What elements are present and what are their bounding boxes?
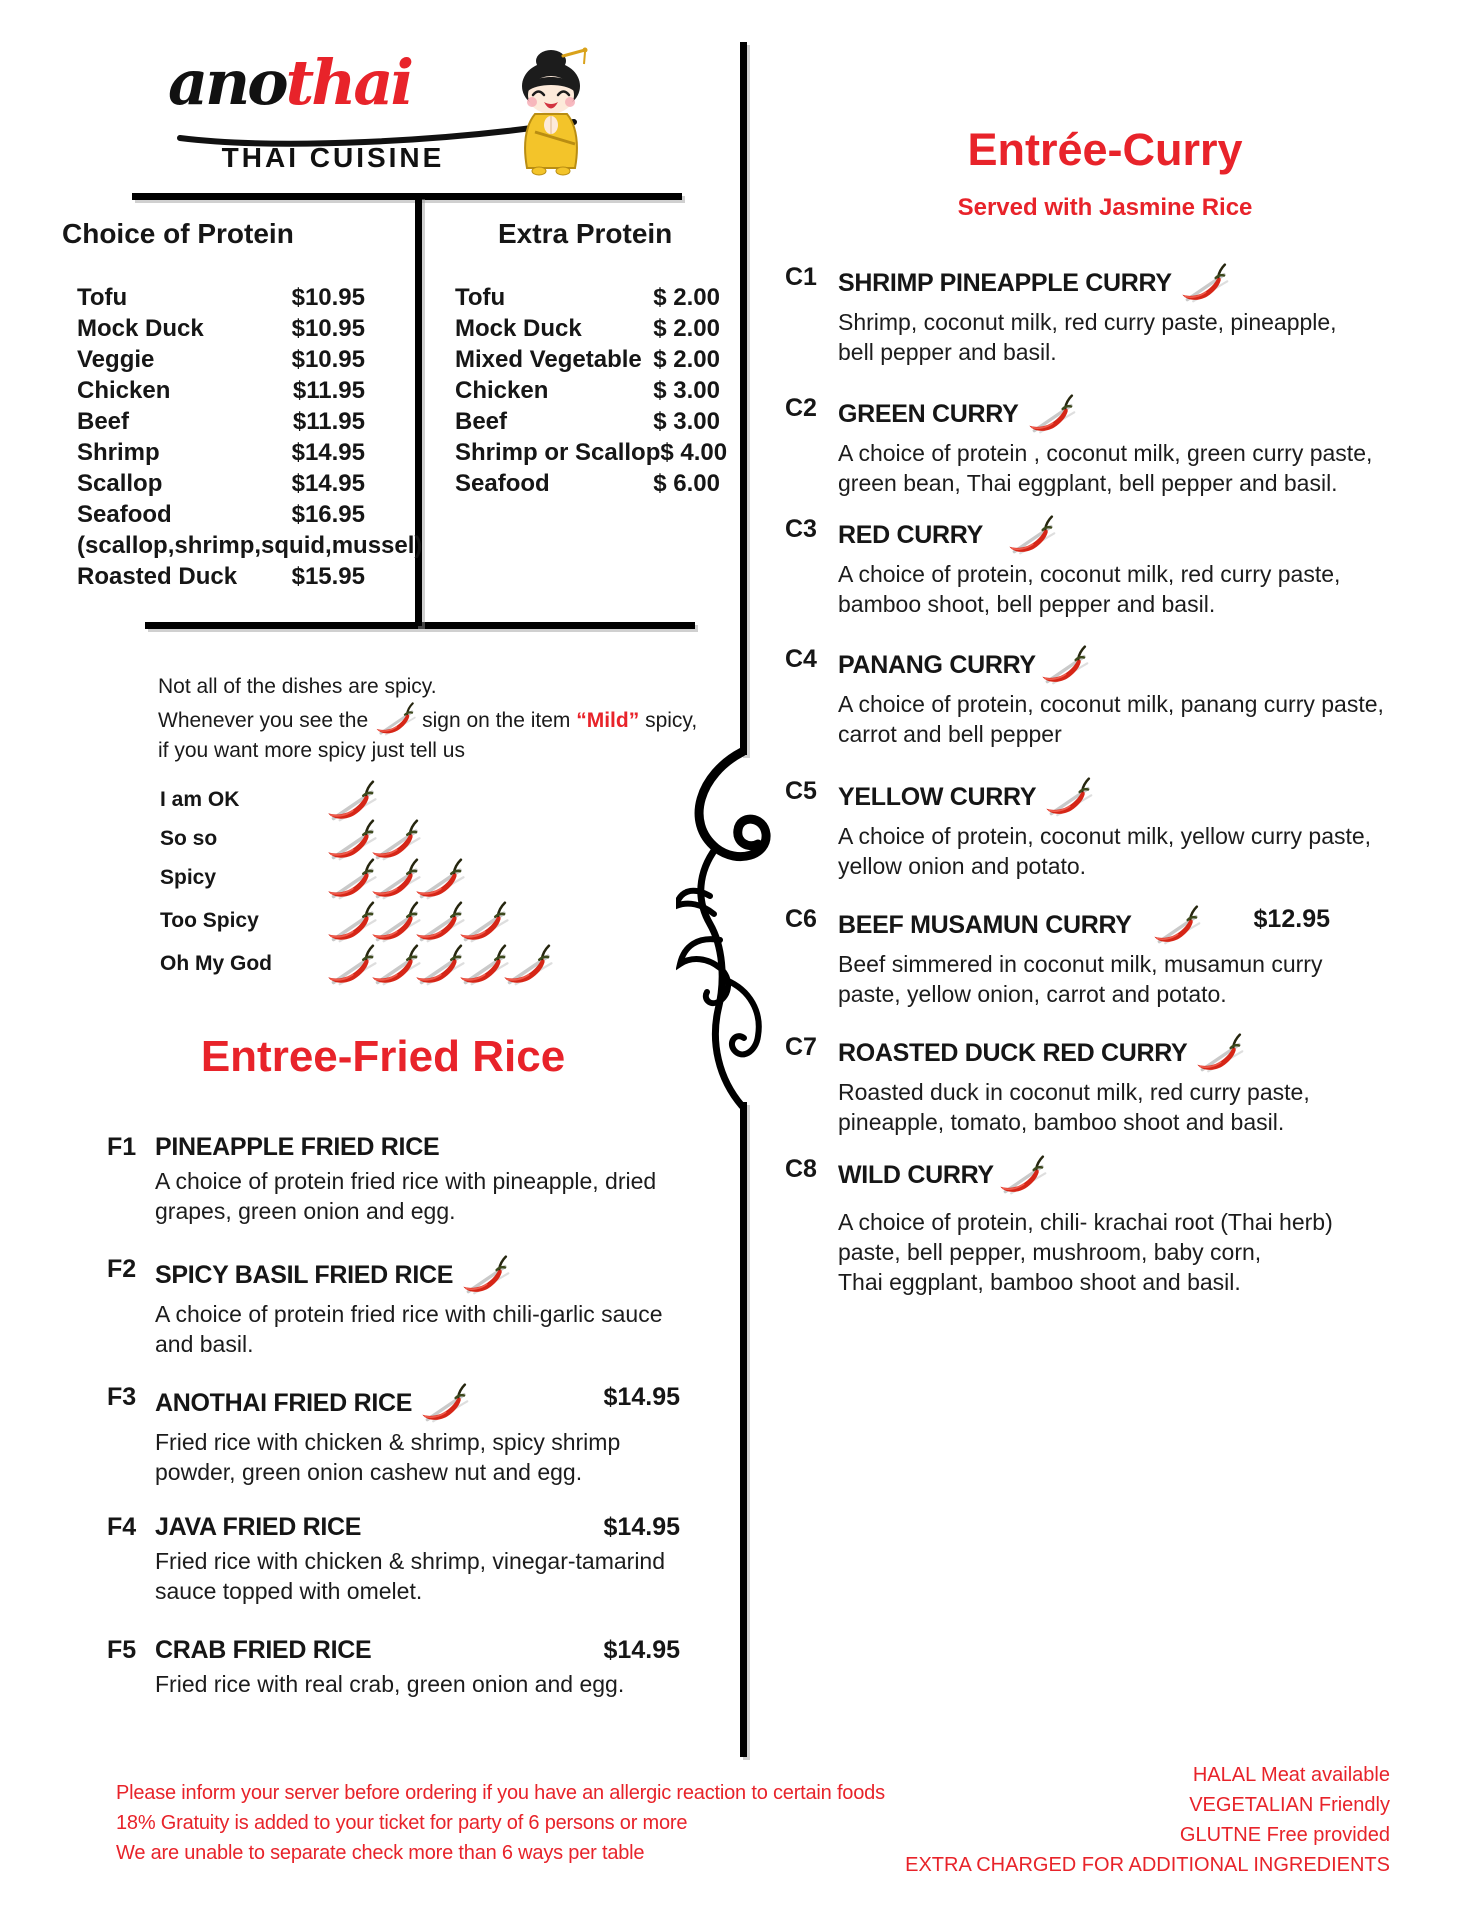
- protein-row: Beef $ 3.00: [455, 408, 720, 435]
- protein-row: Veggie $10.95: [77, 346, 365, 373]
- protein-row: Tofu $ 2.00: [455, 284, 720, 311]
- choice-of-protein-table: Tofu $10.95 Mock Duck $10.95 Veggie $10.95 …: [77, 284, 423, 594]
- dietary-notice: HALAL Meat available VEGETALIAN Friendly…: [905, 1764, 1390, 1876]
- spice-level-row: Spicy: [160, 858, 466, 900]
- logo-underline-swoosh: [177, 119, 577, 147]
- protein-row: (scallop,shrimp,squid,mussel): [77, 532, 423, 559]
- chili-icon: [1180, 262, 1229, 304]
- protein-row: Chicken $11.95: [77, 377, 365, 404]
- menu-item-c5: C5 YELLOW CURRY A choice of protein, coc…: [785, 777, 1372, 879]
- chili-icon: [1040, 645, 1089, 685]
- column-divider-bottom: [740, 1102, 747, 1757]
- spice-note-line1: Not all of the dishes are spicy.: [158, 675, 437, 698]
- chili-icon: [1152, 905, 1201, 945]
- chili-icon: [326, 780, 378, 822]
- chili-icon: [461, 1254, 511, 1296]
- chili-icon: [375, 702, 417, 736]
- protein-row: Scallop $14.95: [77, 470, 365, 497]
- chili-icons: [323, 858, 466, 905]
- column-divider-top: [740, 42, 747, 755]
- spice-level-row: So so: [160, 819, 422, 861]
- table-top-rule: [132, 193, 682, 200]
- thai-girl-mascot-icon: [522, 47, 588, 176]
- menu-item-c8: C8 WILD CURRY A choice of protein, chili…: [785, 1154, 1333, 1295]
- protein-row: Shrimp or Scallop $ 4.00: [455, 439, 728, 466]
- fried-rice-section-title: Entree-Fried Rice: [200, 1032, 566, 1081]
- protein-row: Beef $11.95: [77, 408, 365, 435]
- logo-text-red: thai: [285, 46, 414, 119]
- spice-note-line3: if you want more spicy just tell us: [158, 739, 465, 762]
- curry-section-title: Entrée-Curry: [967, 124, 1243, 175]
- chili-icon: [370, 819, 422, 861]
- protein-row: Mock Duck $ 2.00: [455, 315, 720, 342]
- spice-level-row: Too Spicy: [160, 901, 510, 943]
- chili-icon: [414, 858, 466, 900]
- protein-row: Mock Duck $10.95: [77, 315, 365, 342]
- mild-label: “Mild”: [576, 709, 640, 732]
- chili-icons: [323, 944, 554, 991]
- extra-protein-title: Extra Protein: [498, 218, 673, 249]
- menu-item-f4: F4 JAVA FRIED RICE $14.95 Fried rice wit…: [107, 1513, 680, 1604]
- chili-icon: [458, 901, 510, 943]
- menu-item-c1: C1 SHRIMP PINEAPPLE CURRY Shrimp, coconu…: [785, 262, 1337, 365]
- menu-item-c4: C4 PANANG CURRY A choice of protein, coc…: [785, 645, 1384, 747]
- spice-note-line2: Whenever you see the sign on the item “Mi…: [158, 702, 697, 736]
- chili-icon: [1027, 393, 1076, 435]
- spice-level-row: Oh My God: [160, 944, 554, 986]
- menu-item-f2: F2 SPICY BASIL FRIED RICE A choice of pr…: [107, 1254, 663, 1357]
- protein-row: Mixed Vegetable $ 2.00: [455, 346, 720, 373]
- allergy-gratuity-notice: Please inform your server before orderin…: [116, 1782, 885, 1864]
- menu-item-c2: C2 GREEN CURRY A choice of protein , coc…: [785, 393, 1373, 496]
- protein-row: Seafood $ 6.00: [455, 470, 720, 497]
- flourish-ornament: [676, 748, 771, 1110]
- chili-icon: [1044, 777, 1094, 817]
- protein-row: Shrimp $14.95: [77, 439, 365, 466]
- protein-row: Tofu $10.95: [77, 284, 365, 311]
- menu-item-c7: C7 ROASTED DUCK RED CURRY Roasted duck i…: [785, 1032, 1310, 1135]
- choice-of-protein-title: Choice of Protein: [62, 218, 294, 249]
- protein-row: Roasted Duck $15.95: [77, 563, 365, 590]
- spice-note: Not all of the dishes are spicy. Wheneve…: [158, 672, 697, 766]
- protein-row: Seafood $16.95: [77, 501, 365, 528]
- chili-icon: [502, 944, 554, 986]
- spice-level-row: I am OK: [160, 780, 378, 822]
- chili-icon: [998, 1154, 1047, 1196]
- chili-icon: [420, 1382, 470, 1424]
- chili-icon: [1007, 515, 1057, 555]
- menu-item-c3: C3 RED CURRY A choice of protein, coconu…: [785, 515, 1341, 617]
- chili-icon: [1196, 1032, 1245, 1074]
- curry-section-subtitle: Served with Jasmine Rice: [957, 194, 1253, 221]
- logo-text-black: ano: [168, 46, 289, 119]
- extra-protein-table: Tofu $ 2.00 Mock Duck $ 2.00 Mixed Vegetab…: [455, 284, 728, 501]
- table-center-rule: [415, 196, 422, 626]
- menu-item-f1: F1 PINEAPPLE FRIED RICE A choice of prot…: [107, 1133, 657, 1224]
- restaurant-logo: anothai: [168, 52, 498, 114]
- menu-item-f3: F3 ANOTHAI FRIED RICE $14.95 Fried rice …: [107, 1382, 680, 1485]
- menu-item-f5: F5 CRAB FRIED RICE $14.95 Fried rice wit…: [107, 1636, 680, 1697]
- protein-row: Chicken $ 3.00: [455, 377, 720, 404]
- logo-subtitle: THAI CUISINE: [221, 142, 445, 173]
- chili-icons: [323, 901, 510, 948]
- menu-item-c6: C6 BEEF MUSAMUN CURRY $12.95 Beef simmer…: [785, 905, 1330, 1007]
